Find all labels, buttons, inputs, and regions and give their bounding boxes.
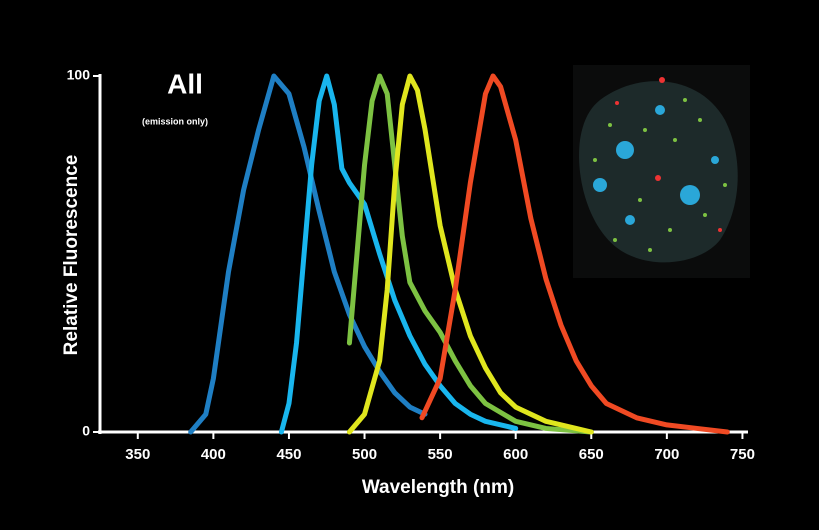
micrograph-inset xyxy=(573,65,750,278)
x-tick-label: 500 xyxy=(352,446,377,463)
y-tick-label: 0 xyxy=(82,423,90,439)
x-axis-label: Wavelength (nm) xyxy=(362,477,514,498)
x-tick-label: 700 xyxy=(654,446,679,463)
x-tick-label: 350 xyxy=(125,446,150,463)
chart-title: All xyxy=(167,68,203,99)
y-axis-label: Relative Fluorescence xyxy=(61,155,82,356)
chart-subtitle: (emission only) xyxy=(142,116,208,126)
page: All (emission only) Relative Fluorescenc… xyxy=(0,0,819,530)
x-tick-label: 650 xyxy=(579,446,604,463)
chart: All (emission only) Relative Fluorescenc… xyxy=(0,0,819,530)
x-tick-label: 400 xyxy=(201,446,226,463)
x-tick-label: 450 xyxy=(276,446,301,463)
x-tick-label: 550 xyxy=(428,446,453,463)
y-tick-label: 100 xyxy=(67,67,91,83)
x-tick-label: 750 xyxy=(730,446,755,463)
x-tick-label: 600 xyxy=(503,446,528,463)
